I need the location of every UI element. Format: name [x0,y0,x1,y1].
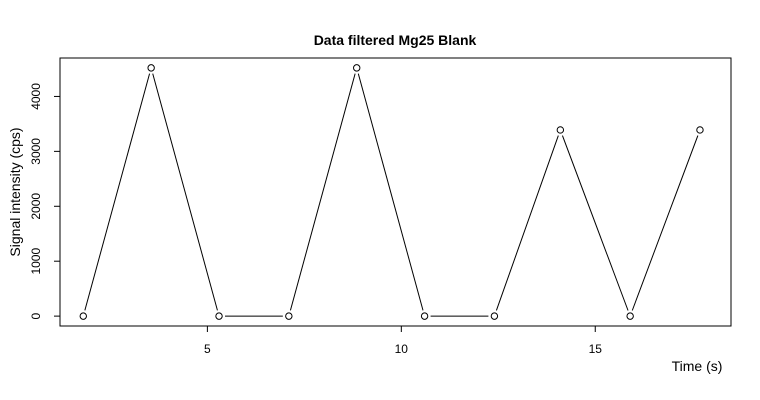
plot-frame [59,57,732,327]
y-tick-label: 4000 [29,83,43,110]
y-tick-label: 0 [29,312,43,319]
x-tick-label: 15 [589,342,603,356]
series-line-segment [84,73,151,311]
data-point [215,312,223,320]
series-line-segment [289,73,356,311]
x-tick-label: 10 [395,342,409,356]
series-line-segment [357,73,424,311]
series-line-segment [495,135,559,311]
data-point [147,64,155,72]
data-point [79,312,87,320]
y-axis: 0 1000 2000 3000 4000 [29,83,60,319]
chart-title: Data filtered Mg25 Blank [314,32,477,48]
y-axis-label: Signal intensity (cps) [7,127,23,256]
x-axis-label: Time (s) [672,358,723,374]
y-tick-label: 1000 [29,248,43,275]
x-axis: 5 10 15 [204,326,602,356]
series-line-segment [152,73,218,311]
data-point [420,312,429,320]
series-line-segment [631,135,699,311]
y-tick-label: 2000 [29,193,43,220]
series-line-segment [561,135,629,311]
data-point [353,64,361,72]
series-layer [79,64,704,320]
data-point [626,312,634,320]
data-point [490,312,499,320]
data-point [285,312,293,320]
y-tick-label: 3000 [29,138,43,165]
x-tick-label: 5 [204,342,211,356]
data-point [696,126,704,134]
data-point [556,126,565,134]
